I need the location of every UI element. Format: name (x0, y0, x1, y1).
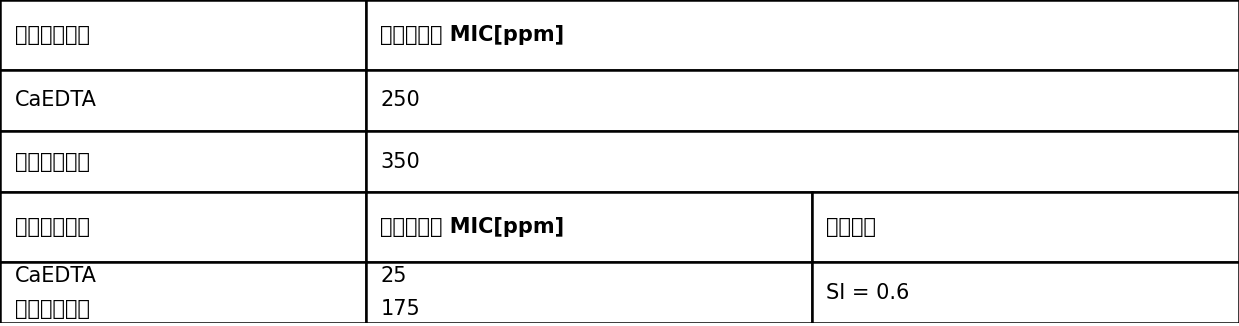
Text: 二碳酸二甲酯: 二碳酸二甲酯 (15, 152, 90, 172)
Text: 350: 350 (380, 152, 420, 172)
Bar (0, 131, 366, 192)
Bar (812, 262, 1239, 323)
Text: 活性成分组合: 活性成分组合 (15, 217, 90, 237)
Bar (366, 262, 812, 323)
Bar (366, 0, 1239, 69)
Bar (0, 192, 366, 262)
Text: SI = 0.6: SI = 0.6 (826, 283, 909, 303)
Bar (0, 262, 366, 323)
Text: CaEDTA
二碳酸二甲酯: CaEDTA 二碳酸二甲酯 (15, 266, 97, 319)
Text: 单独活性成分: 单独活性成分 (15, 25, 90, 45)
Text: 一周之后的 MIC[ppm]: 一周之后的 MIC[ppm] (380, 217, 565, 237)
Bar (366, 131, 1239, 192)
Text: 一周之后的 MIC[ppm]: 一周之后的 MIC[ppm] (380, 25, 565, 45)
Text: 协同指数: 协同指数 (826, 217, 876, 237)
Text: CaEDTA: CaEDTA (15, 90, 97, 110)
Text: 250: 250 (380, 90, 420, 110)
Bar (0, 69, 366, 131)
Bar (0, 0, 366, 69)
Bar (366, 69, 1239, 131)
Bar (812, 192, 1239, 262)
Text: 25
175: 25 175 (380, 266, 420, 319)
Bar (366, 192, 812, 262)
